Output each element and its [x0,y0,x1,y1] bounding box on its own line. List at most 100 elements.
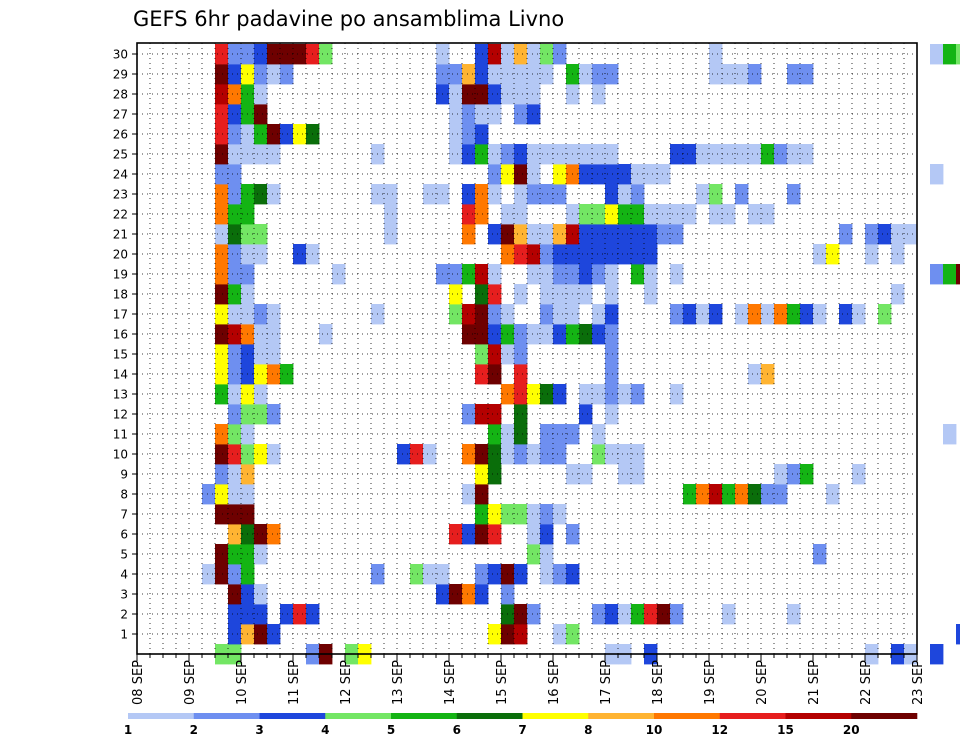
heatmap-cell [228,464,242,485]
y-tick-label: 11 [113,428,128,442]
heatmap-cell [553,444,567,465]
y-tick-label: 24 [113,168,128,182]
heatmap-cell [644,284,658,305]
heatmap-cell [683,484,697,505]
heatmap-cell [618,604,632,625]
heatmap-cell [449,104,463,125]
x-tick-label: 16 SEP [547,660,562,705]
y-tick-label: 18 [113,288,128,302]
heatmap-cell [735,304,749,325]
heatmap-cell [280,604,294,625]
heatmap-cell [735,484,749,505]
heatmap-cell [462,524,476,545]
y-tick-label: 22 [113,208,128,222]
legend-color-swatch [654,713,721,719]
y-tick-label: 27 [113,108,128,122]
heatmap-cell [904,224,918,245]
heatmap-cell [748,144,762,165]
heatmap-cell [228,184,242,205]
heatmap-cell [618,444,632,465]
heatmap-cell [384,204,398,225]
heatmap-cell [293,604,307,625]
heatmap-cell [709,44,723,65]
heatmap-cell [592,384,606,405]
heatmap-cell [735,64,749,85]
heatmap-cell [579,144,593,165]
x-tick-label: 22 SEP [859,660,874,705]
x-axis: 08 SEP 09 SEP 10 SEP 11 SEP 12 SEP 13 SEP 14 S… [131,654,926,705]
heatmap-cell [514,404,528,425]
heatmap-cell [644,264,658,285]
heatmap-cell [462,404,476,425]
heatmap-cell [228,544,242,565]
heatmap-cell [475,304,489,325]
heatmap-cell [605,64,619,85]
heatmap-cell [592,84,606,105]
heatmap-cell [254,384,268,405]
heatmap-cell [774,144,788,165]
heatmap-cell [488,184,502,205]
heatmap-cell [722,484,736,505]
heatmap-cell [488,524,502,545]
heatmap-cell [605,404,619,425]
heatmap-cell [254,244,268,265]
heatmap-cell [605,204,619,225]
heatmap-cell [644,204,658,225]
heatmap-cell [488,324,502,345]
heatmap-cell [592,224,606,245]
heatmap-cell [397,444,411,465]
heatmap-cell [644,224,658,245]
y-tick-label: 19 [113,268,128,282]
heatmap-cell [228,364,242,385]
heatmap-cell [553,44,567,65]
heatmap-cell [800,64,814,85]
heatmap-cell [787,184,801,205]
heatmap-cell [956,624,960,645]
heatmap-cell [930,264,944,285]
heatmap-cell [579,64,593,85]
heatmap-cell [228,284,242,305]
heatmap-cell [475,444,489,465]
heatmap-cell [254,624,268,645]
heatmap-cell [709,204,723,225]
heatmap-cell [228,484,242,505]
heatmap-cell [527,84,541,105]
heatmap-cell [865,244,879,265]
heatmap-cell [618,204,632,225]
heatmap-cell [592,444,606,465]
heatmap-cell [540,44,554,65]
heatmap-cell [553,564,567,585]
heatmap-cell [514,204,528,225]
heatmap-cell [215,504,229,525]
heatmap-cell [202,484,216,505]
heatmap-cell [215,304,229,325]
heatmap-cell [462,584,476,605]
heatmap-cell [839,304,853,325]
heatmap-cell [475,524,489,545]
heatmap-cell [254,584,268,605]
legend-color-swatch [522,713,589,719]
heatmap-cell [475,84,489,105]
heatmap-cell [748,484,762,505]
heatmap-cell [527,324,541,345]
heatmap-cell [475,124,489,145]
heatmap-cell [644,164,658,185]
y-tick-label: 6 [120,528,128,542]
heatmap-cell [228,204,242,225]
heatmap-cell [592,304,606,325]
heatmap-cell [488,624,502,645]
x-tick-label: 21 SEP [807,660,822,705]
heatmap-cell [683,144,697,165]
heatmap-cell [553,304,567,325]
heatmap-cell [228,164,242,185]
heatmap-cell [462,144,476,165]
x-tick-label: 23 SEP [911,660,926,705]
heatmap-cell [215,344,229,365]
heatmap-cell [605,324,619,345]
heatmap-cell [267,124,281,145]
legend-color-swatch [193,713,260,719]
heatmap-cell [553,224,567,245]
x-tick-label: 14 SEP [443,660,458,705]
heatmap-cell [540,284,554,305]
y-tick-label: 3 [120,588,128,602]
